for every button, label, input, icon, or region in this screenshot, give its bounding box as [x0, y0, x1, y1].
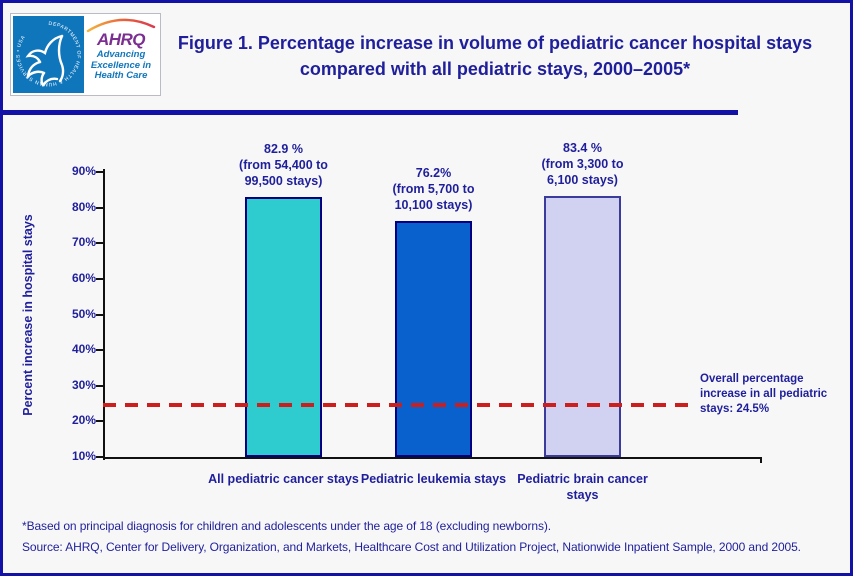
y-tick-mark	[96, 420, 104, 423]
ahrq-arc-icon	[86, 18, 156, 33]
y-tick-mark	[96, 242, 104, 245]
header-divider	[3, 110, 738, 115]
bar-value-label: 82.9 % (from 54,400 to 99,500 stays)	[222, 141, 346, 189]
y-tick-mark	[96, 171, 104, 173]
ahrq-tagline: Advancing Excellence in Health Care	[90, 49, 152, 82]
y-tick-label: 70%	[71, 235, 96, 250]
ahrq-wordmark: AHRQ	[96, 30, 146, 49]
y-tick-label: 50%	[71, 306, 96, 321]
y-tick-label: 60%	[71, 270, 96, 285]
tagline-line: Excellence in	[90, 59, 152, 71]
footnote-asterisk: *Based on principal diagnosis for childr…	[22, 519, 552, 533]
bar-range-label: (from 3,300 to 6,100 stays)	[541, 156, 624, 187]
x-category-label: Pediatric brain cancer stays	[517, 472, 648, 503]
x-category-label: Pediatric leukemia stays	[360, 472, 507, 486]
y-tick-mark	[96, 456, 104, 458]
y-tick-label: 20%	[71, 413, 96, 428]
bar-range-label: (from 54,400 to 99,500 stays)	[239, 158, 328, 189]
y-tick-label: 40%	[71, 342, 96, 357]
ahrq-logo-text-block: AHRQ Advancing Excellence in Health Care	[84, 16, 158, 93]
seal-circular-text: DEPARTMENT OF HEALTH & HUMAN SERVICES • …	[15, 21, 81, 87]
y-tick-label: 10%	[71, 449, 96, 463]
bar-percent-value: 83.4 %	[563, 140, 602, 155]
y-tick-mark	[96, 384, 104, 387]
reference-line-label: Overall percentage increase in all pedia…	[700, 373, 828, 415]
y-tick-mark	[96, 206, 104, 209]
y-tick-label: 30%	[71, 377, 96, 392]
tagline-line: Advancing	[96, 49, 146, 60]
y-axis-line	[103, 169, 105, 460]
tagline-line: Health Care	[94, 70, 148, 82]
y-tick-mark	[96, 349, 104, 352]
y-tick-mark	[96, 313, 104, 316]
x-category-label: All pediatric cancer stays	[208, 472, 359, 486]
bar-value-label: 83.4 % (from 3,300 to 6,100 stays)	[521, 140, 645, 188]
ahrq-hhs-logo: DEPARTMENT OF HEALTH & HUMAN SERVICES • …	[10, 13, 161, 96]
bar-percent-value: 76.2%	[415, 166, 452, 181]
reference-dashed-line	[103, 403, 690, 408]
bar-percent-value: 82.9 %	[264, 142, 303, 157]
y-tick-mark	[96, 277, 104, 280]
hhs-seal-icon: DEPARTMENT OF HEALTH & HUMAN SERVICES • …	[13, 16, 84, 93]
y-tick-label: 90%	[71, 164, 96, 178]
y-tick-label: 80%	[71, 199, 96, 214]
plot-area: 90% 80% 70% 60% 50% 40% 30% 20% 10% 82.9 % (from 5…	[72, 141, 762, 502]
x-axis-end-tick	[760, 457, 762, 463]
bar-2	[395, 221, 472, 457]
y-axis-title: Percent increase in hospital stays	[21, 214, 35, 416]
bar-3	[544, 195, 621, 457]
x-axis-line	[103, 457, 762, 459]
hhs-eagle-icon: DEPARTMENT OF HEALTH & HUMAN SERVICES • …	[15, 21, 81, 87]
bar-value-label: 76.2% (from 5,700 to 10,100 stays)	[372, 165, 496, 213]
bar-range-label: (from 5,700 to 10,100 stays)	[392, 182, 475, 213]
figure-title: Figure 1. Percentage increase in volume …	[177, 33, 813, 80]
bar-1	[245, 197, 322, 457]
svg-text:DEPARTMENT OF HEALTH & HUMAN S: DEPARTMENT OF HEALTH & HUMAN SERVICES • …	[15, 21, 81, 87]
source-note: Source: AHRQ, Center for Delivery, Organ…	[22, 540, 801, 554]
